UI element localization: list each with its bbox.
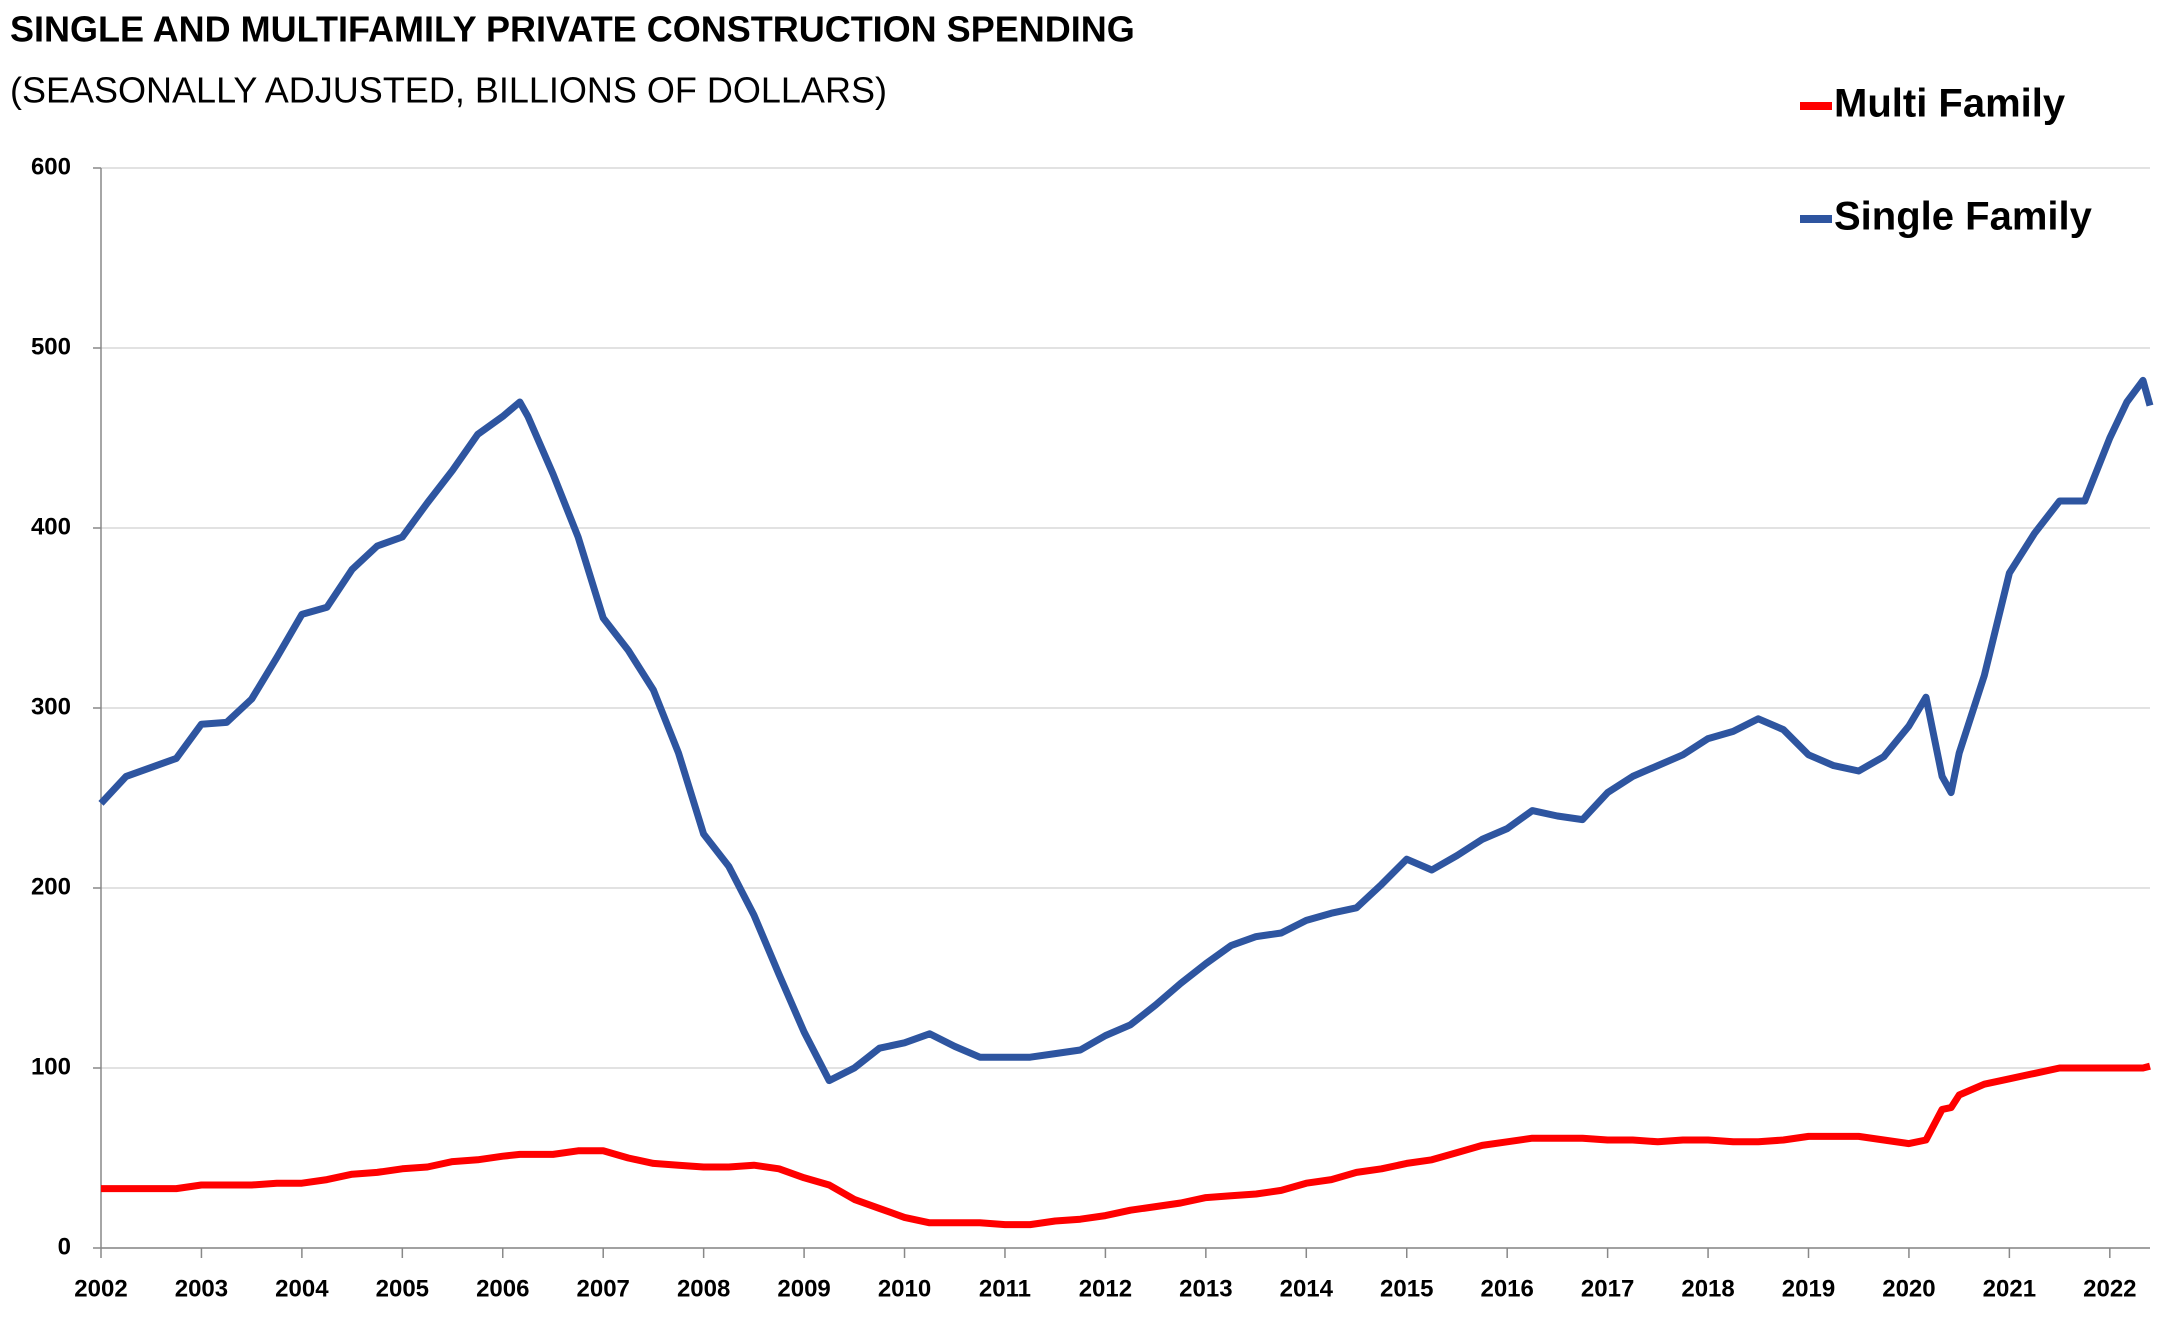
x-tick-label: 2015 [1380,1275,1433,1302]
x-tick-label: 2018 [1681,1275,1734,1302]
x-tick-label: 2010 [878,1275,931,1302]
x-tick-label: 2002 [74,1275,127,1302]
x-tick-label: 2012 [1079,1275,1132,1302]
legend-label: Multi Family [1834,82,2066,126]
series-line [101,1062,2151,1229]
y-tick-label: 0 [58,1233,71,1260]
y-tick-label: 100 [31,1053,71,1080]
x-tick-label: 2022 [2083,1275,2136,1302]
x-tick-label: 2017 [1581,1275,1634,1302]
y-tick-label: 300 [31,693,71,720]
chart-title: SINGLE AND MULTIFAMILY PRIVATE CONSTRUCT… [10,9,1135,50]
x-tick-label: 2007 [577,1275,630,1302]
x-tick-label: 2011 [979,1275,1031,1302]
y-tick-label: 600 [31,153,71,180]
chart-subtitle: (SEASONALLY ADJUSTED, BILLIONS OF DOLLAR… [10,70,887,111]
series-line [98,376,2154,1085]
x-tick-label: 2009 [777,1275,830,1302]
x-tick-label: 2019 [1782,1275,1835,1302]
y-tick-label: 400 [31,513,71,540]
x-tick-label: 2004 [275,1275,329,1302]
x-tick-label: 2016 [1480,1275,1533,1302]
y-tick-label: 200 [31,873,71,900]
x-tick-label: 2021 [1983,1275,2036,1302]
x-tick-label: 2013 [1179,1275,1232,1302]
y-tick-label: 500 [31,333,71,360]
x-tick-label: 2003 [175,1275,228,1302]
x-tick-label: 2008 [677,1275,730,1302]
x-tick-label: 2006 [476,1275,529,1302]
x-tick-label: 2005 [376,1275,429,1302]
legend-label: Single Family [1834,195,2093,239]
x-tick-label: 2014 [1280,1275,1334,1302]
x-tick-label: 2020 [1882,1275,1935,1302]
